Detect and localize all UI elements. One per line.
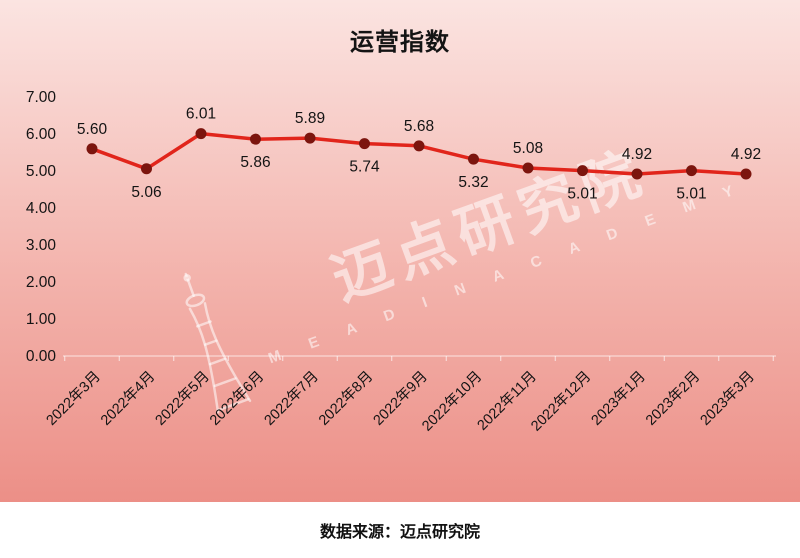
data-label: 4.92 <box>731 146 761 163</box>
source-text: 数据来源：迈点研究院 <box>319 524 480 541</box>
data-label: 4.92 <box>622 146 652 163</box>
data-point <box>468 153 479 165</box>
x-axis-label: 2023年3月 <box>697 368 758 429</box>
x-axis-label: 2022年7月 <box>261 368 322 429</box>
y-axis-label: 5.00 <box>26 163 57 180</box>
data-point <box>686 165 697 177</box>
x-axis-label: 2022年4月 <box>97 368 158 429</box>
footer: 数据来源：迈点研究院 <box>0 502 800 558</box>
data-point <box>631 168 643 180</box>
data-point <box>413 140 425 152</box>
y-axis-label: 2.00 <box>26 274 57 291</box>
chart-title: 运营指数 <box>350 29 450 56</box>
data-label: 5.74 <box>349 159 380 176</box>
data-point <box>359 138 370 150</box>
data-point <box>195 128 207 140</box>
data-label: 5.08 <box>513 140 543 157</box>
x-axis-label: 2022年3月 <box>43 368 104 429</box>
x-axis-label: 2023年2月 <box>642 368 703 429</box>
y-axis-label: 3.00 <box>26 237 57 254</box>
data-point <box>740 168 752 180</box>
data-point <box>141 163 152 175</box>
x-axis-label: 2022年5月 <box>152 368 213 429</box>
data-point <box>250 133 261 145</box>
data-label: 6.01 <box>186 106 216 123</box>
y-axis-label: 6.00 <box>26 126 57 143</box>
x-axis-label: 2022年6月 <box>206 368 267 429</box>
y-axis-label: 0.00 <box>26 348 57 365</box>
x-axis-label: 2023年1月 <box>588 368 649 429</box>
data-label: 5.01 <box>567 186 597 203</box>
data-point <box>577 165 588 177</box>
data-label: 5.89 <box>295 110 325 127</box>
data-label: 5.06 <box>131 184 161 201</box>
data-label: 5.32 <box>458 174 488 191</box>
x-axis-label: 2022年8月 <box>315 368 376 429</box>
data-point <box>522 162 534 174</box>
data-label: 5.60 <box>77 121 108 138</box>
data-label: 5.86 <box>240 154 270 171</box>
y-axis-label: 1.00 <box>26 311 57 328</box>
y-axis-label: 7.00 <box>26 89 57 106</box>
data-point <box>86 143 98 155</box>
data-label: 5.68 <box>404 118 434 135</box>
data-label: 5.01 <box>676 186 706 203</box>
line-chart: 0.00 1.00 2.00 3.00 4.00 5.00 6.00 7.00 5.60 2022… <box>25 89 762 435</box>
data-point <box>304 132 316 144</box>
y-axis-label: 4.00 <box>26 200 57 217</box>
chart-area: 运营指数 0.00 1.00 2.00 3.00 4.00 5.00 6.00 7.00 5.6… <box>0 0 800 502</box>
